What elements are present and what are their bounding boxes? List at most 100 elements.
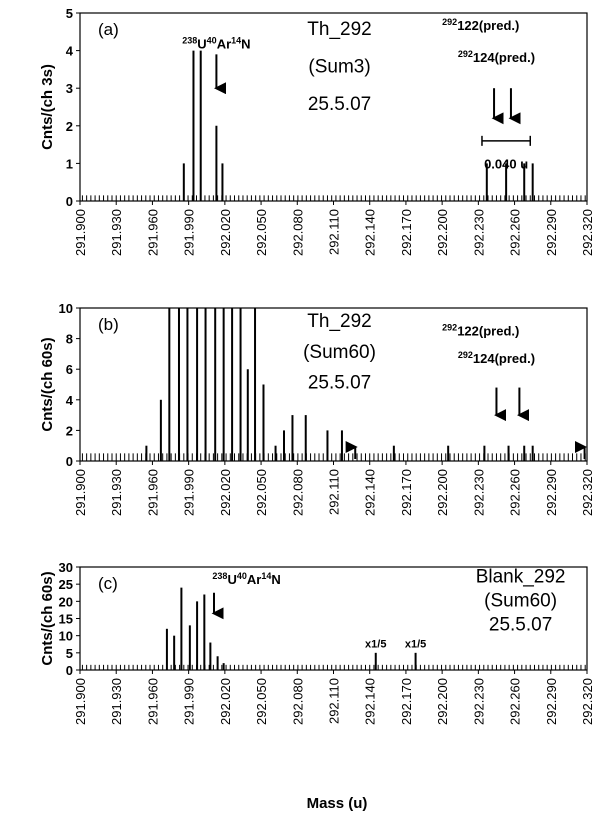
- annotation-text: 25.5.07: [489, 615, 552, 636]
- isotope-mass-superscript: 238: [212, 571, 227, 581]
- x-tick-label: 292.170: [399, 678, 414, 725]
- x-tick-label: 292.050: [254, 678, 269, 725]
- y-tick-label: 0: [66, 454, 73, 469]
- x-tick-label: 292.170: [399, 469, 414, 516]
- annotation-text: (Sum60): [303, 342, 376, 363]
- x-tick-label: 292.230: [471, 678, 486, 725]
- annotation-text: Th_292: [307, 311, 371, 332]
- isotope-mass-superscript: 40: [207, 36, 217, 46]
- x-tick-label: 292.140: [363, 209, 378, 256]
- x-tick-label: 292.110: [327, 209, 342, 255]
- y-tick-label: 3: [66, 81, 73, 96]
- x-tick-label: 292.080: [290, 469, 305, 516]
- x-tick-label: 292.080: [290, 678, 305, 725]
- x-tick-label: 292.290: [544, 678, 559, 725]
- y-tick-label: 4: [66, 393, 74, 408]
- x-tick-label: 291.930: [109, 469, 124, 516]
- isotope-element: 122(pred.): [457, 18, 519, 33]
- isotope-element: 124(pred.): [473, 351, 535, 366]
- x-tick-label: 291.900: [73, 678, 88, 725]
- y-tick-label: 2: [66, 423, 73, 438]
- x-tick-label: 291.960: [145, 209, 160, 256]
- isotope-label: 292124(pred.): [458, 350, 535, 366]
- y-tick-label: 20: [59, 594, 73, 609]
- isotope-element: N: [241, 37, 250, 52]
- isotope-mass-superscript: 14: [231, 36, 241, 46]
- x-tick-label: 292.200: [435, 209, 450, 256]
- isotope-mass-superscript: 238: [182, 36, 197, 46]
- x-tick-label: 291.900: [73, 209, 88, 256]
- x-tick-label: 292.230: [471, 209, 486, 256]
- y-tick-label: 2: [66, 119, 73, 134]
- isotope-element: 122(pred.): [457, 324, 519, 339]
- y-tick-label: 25: [59, 577, 73, 592]
- x-tick-label: 292.020: [218, 678, 233, 725]
- y-tick-label: 30: [59, 560, 73, 575]
- scale-factor-label: x1/5: [405, 639, 426, 651]
- x-tick-label: 292.200: [435, 469, 450, 516]
- isotope-element: 124(pred.): [473, 50, 535, 65]
- x-tick-label: 292.320: [580, 469, 595, 516]
- y-axis-label: Cnts/(ch 3s): [39, 64, 56, 150]
- x-tick-label: 291.960: [145, 469, 160, 516]
- isotope-element: U: [197, 37, 206, 52]
- x-tick-label: 292.200: [435, 678, 450, 725]
- y-tick-label: 4: [66, 44, 74, 59]
- y-tick-label: 10: [59, 301, 73, 316]
- isotope-mass-superscript: 14: [261, 571, 271, 581]
- y-tick-label: 1: [66, 156, 73, 171]
- y-tick-label: 8: [66, 332, 73, 347]
- isotope-element: Ar: [247, 572, 261, 587]
- y-tick-label: 10: [59, 629, 73, 644]
- panel-label: (a): [98, 20, 119, 39]
- x-tick-label: 291.990: [182, 469, 197, 516]
- isotope-element: N: [271, 572, 280, 587]
- isotope-label: 238U40Ar14N: [182, 36, 250, 52]
- scale-bar-label: 0.040 u: [484, 156, 528, 171]
- x-tick-label: 292.170: [399, 209, 414, 256]
- isotope-mass-superscript: 40: [237, 571, 247, 581]
- isotope-label: 292122(pred.): [442, 17, 519, 33]
- y-tick-label: 0: [66, 194, 73, 209]
- annotation-text: 25.5.07: [308, 372, 371, 393]
- x-tick-label: 292.080: [290, 209, 305, 256]
- y-axis-label: Cnts/(ch 60s): [39, 571, 56, 665]
- x-tick-label: 292.110: [327, 678, 342, 724]
- isotope-label: 292124(pred.): [458, 49, 535, 65]
- x-tick-label: 292.230: [471, 469, 486, 516]
- isotope-element: Ar: [217, 37, 231, 52]
- x-tick-label: 292.020: [218, 469, 233, 516]
- panel-0: 0 1 2 3 4 5 Cnts/(ch 3s) 291.900 291.930 291.960 2…: [39, 6, 595, 256]
- x-tick-label: 292.260: [508, 678, 523, 725]
- panel-label: (c): [98, 574, 118, 593]
- x-tick-label: 292.260: [508, 469, 523, 516]
- panel-label: (b): [98, 315, 119, 334]
- x-tick-label: 291.960: [145, 678, 160, 725]
- panel-1: 0 2 4 6 8 10 Cnts/(ch 60s) 291.900 291.930 291.96…: [39, 301, 595, 516]
- x-tick-label: 292.050: [254, 469, 269, 516]
- x-tick-label: 292.140: [363, 678, 378, 725]
- y-tick-label: 6: [66, 362, 73, 377]
- y-tick-label: 5: [66, 6, 73, 21]
- x-tick-label: 291.990: [182, 678, 197, 725]
- y-tick-label: 15: [59, 612, 73, 627]
- x-tick-label: 292.260: [508, 209, 523, 256]
- x-tick-label: 291.930: [109, 209, 124, 256]
- x-tick-label: 292.050: [254, 209, 269, 256]
- annotation-text: 25.5.07: [308, 94, 371, 115]
- y-tick-label: 5: [66, 646, 73, 661]
- annotation-text: Blank_292: [476, 567, 566, 588]
- isotope-element: U: [227, 572, 236, 587]
- isotope-mass-superscript: 292: [458, 49, 473, 59]
- scale-factor-label: x1/5: [365, 639, 386, 651]
- isotope-mass-superscript: 292: [442, 323, 457, 333]
- x-tick-label: 292.110: [327, 469, 342, 515]
- x-tick-label: 292.290: [544, 469, 559, 516]
- x-tick-label: 291.930: [109, 678, 124, 725]
- y-axis-label: Cnts/(ch 60s): [39, 337, 56, 431]
- annotation-text: (Sum60): [484, 591, 557, 612]
- x-tick-label: 291.990: [182, 209, 197, 256]
- annotation-text: (Sum3): [308, 57, 370, 78]
- x-axis-label: Mass (u): [307, 795, 368, 812]
